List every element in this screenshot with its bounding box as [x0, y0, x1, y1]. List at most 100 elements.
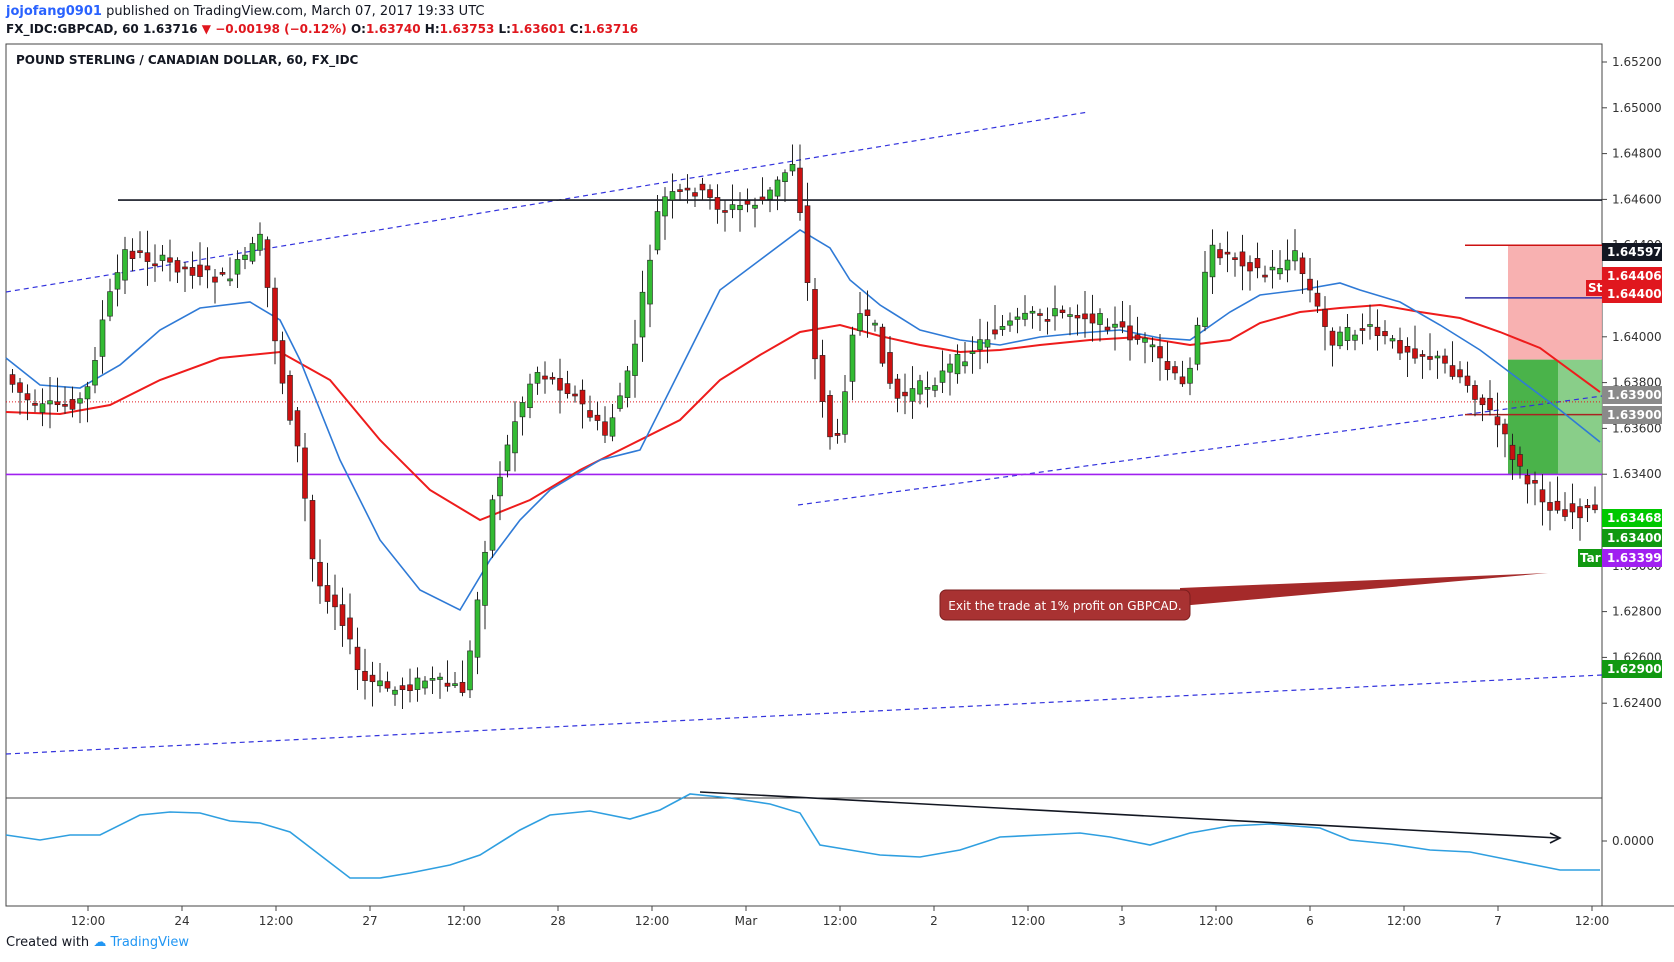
- candle-body: [587, 410, 593, 418]
- candle: [999, 315, 1006, 336]
- candle: [1037, 308, 1043, 332]
- candle-body: [527, 383, 533, 409]
- candle-body: [1217, 249, 1223, 259]
- candle-body: [302, 447, 308, 499]
- channel-lines[interactable]: [5, 111, 1603, 755]
- candle-body: [167, 257, 173, 263]
- candle: [1479, 394, 1486, 422]
- candle: [1239, 234, 1246, 291]
- candle: [1134, 316, 1141, 345]
- candle: [677, 183, 683, 201]
- horizontal-levels[interactable]: [6, 199, 1602, 476]
- candle-body: [1532, 480, 1538, 484]
- candle: [804, 182, 811, 301]
- candle-body: [212, 276, 218, 283]
- candle-body: [924, 387, 931, 390]
- candle-body: [242, 254, 248, 260]
- candle: [744, 188, 751, 213]
- candle: [294, 406, 301, 463]
- candle-body: [1007, 320, 1013, 326]
- price-chart[interactable]: POUND STERLING / CANADIAN DOLLAR, 60, FX…: [0, 40, 1674, 930]
- candle-body: [1329, 330, 1336, 346]
- candle-body: [1142, 337, 1148, 343]
- candle-body: [9, 374, 16, 385]
- candle: [1127, 305, 1133, 361]
- candle-body: [444, 682, 451, 687]
- channel-trendline: [5, 674, 1603, 755]
- candle: [1179, 360, 1186, 387]
- candle: [932, 377, 938, 398]
- candle-body: [722, 210, 728, 213]
- price-tag-bg: [1602, 285, 1662, 303]
- candle-body: [204, 265, 211, 271]
- author-link[interactable]: jojofang0901: [6, 4, 102, 19]
- candle: [204, 247, 211, 289]
- candle: [129, 238, 136, 272]
- candle-body: [1269, 266, 1276, 271]
- channel-trendline: [797, 395, 1603, 506]
- candle-body: [932, 385, 938, 391]
- candle: [99, 300, 106, 374]
- candle-body: [1412, 348, 1418, 359]
- price-tag-label: 1.64406: [1607, 269, 1662, 283]
- candle-body: [1472, 385, 1478, 400]
- candle-body: [714, 197, 721, 210]
- low-label: L:: [498, 22, 511, 36]
- candle: [1097, 308, 1103, 342]
- candle-body: [1089, 313, 1096, 324]
- candle: [459, 660, 466, 697]
- moving-averages: [5, 229, 1601, 612]
- candle: [1592, 486, 1598, 514]
- candle: [857, 292, 863, 336]
- candle-body: [1149, 344, 1156, 348]
- candle: [1007, 312, 1013, 332]
- candle: [474, 591, 481, 675]
- candle-body: [84, 386, 91, 400]
- candle: [317, 539, 323, 604]
- price-tag-label: 1.63900: [1607, 388, 1662, 402]
- candle: [197, 242, 203, 286]
- price-tag: 1.64406: [1602, 267, 1662, 285]
- price-tag-label: 1.64597: [1607, 245, 1662, 259]
- x-tick-label: 3: [1118, 914, 1126, 928]
- candle-body: [1164, 361, 1171, 370]
- candle-body: [992, 329, 998, 335]
- candle-body: [32, 403, 38, 406]
- time-axis[interactable]: 12:00 24 12:00 27 12:00 28 12:00 Mar 12:00 2 12:00…: [71, 906, 1610, 928]
- candle: [39, 388, 46, 427]
- candle-body: [219, 272, 226, 275]
- candle: [782, 169, 788, 202]
- candle: [1389, 334, 1396, 349]
- candle: [17, 378, 23, 415]
- candle: [1202, 250, 1208, 332]
- candle-body: [107, 291, 113, 317]
- candle-body: [1539, 489, 1546, 503]
- candle-body: [1569, 503, 1576, 513]
- candle-body: [1577, 506, 1583, 519]
- candle-body: [1292, 250, 1298, 262]
- candle: [1547, 481, 1553, 531]
- x-tick-label: 28: [550, 914, 565, 928]
- candle-body: [1299, 257, 1306, 275]
- candle: [662, 187, 668, 240]
- candle-body: [489, 499, 496, 551]
- candle-body: [617, 395, 623, 409]
- candle-body: [1494, 416, 1501, 426]
- candle-body: [1389, 338, 1396, 342]
- candle-body: [422, 680, 428, 689]
- candle: [1427, 333, 1433, 371]
- candle: [774, 176, 781, 211]
- candle-body: [909, 388, 916, 402]
- annotation-callout[interactable]: Exit the trade at 1% profit on GBPCAD.: [939, 573, 1548, 621]
- candle-body: [1404, 345, 1411, 353]
- x-tick-label: 27: [362, 914, 377, 928]
- price-tag-bg: [1602, 267, 1662, 285]
- tradingview-link[interactable]: TradingView: [110, 935, 189, 950]
- candle: [827, 390, 833, 450]
- candle: [609, 403, 616, 442]
- candle-body: [1052, 308, 1058, 317]
- candle: [1187, 357, 1193, 396]
- candle: [1142, 332, 1148, 364]
- price-axis[interactable]: 1.652001.650001.648001.646001.644001.642…: [1602, 55, 1662, 710]
- x-tick-label: 24: [174, 914, 189, 928]
